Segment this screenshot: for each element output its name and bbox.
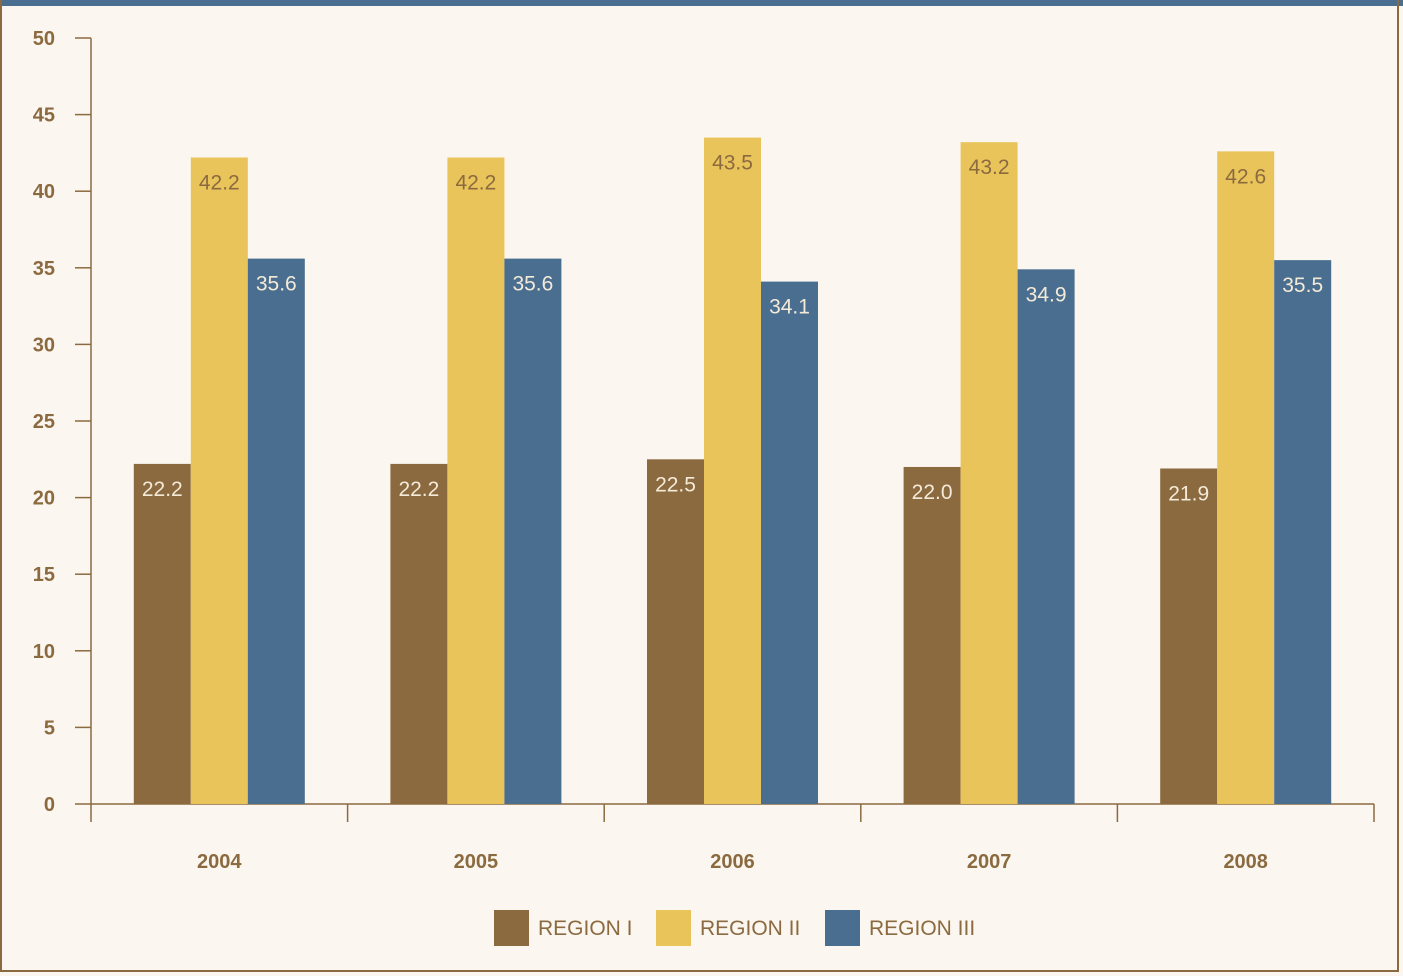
- bar-region-i-2006: [647, 459, 704, 804]
- data-label: 34.1: [769, 296, 810, 319]
- data-label: 42.2: [455, 171, 496, 194]
- y-tick-label: 0: [44, 794, 55, 816]
- x-tick-label: 2005: [454, 851, 499, 873]
- data-label: 35.6: [512, 273, 553, 296]
- y-tick-label: 15: [33, 564, 55, 586]
- bar-region-i-2005: [390, 463, 448, 804]
- x-tick-label: 2004: [197, 851, 242, 873]
- x-tick-label: 2006: [710, 851, 755, 873]
- bar-region-iii-2004: [247, 258, 305, 804]
- data-label: 22.0: [912, 481, 953, 504]
- data-label: 34.9: [1026, 283, 1067, 306]
- data-label: 42.2: [199, 171, 240, 194]
- legend-label: REGION III: [869, 917, 975, 940]
- bar-region-ii-2008: [1217, 151, 1275, 805]
- y-tick-label: 10: [33, 641, 55, 663]
- bar-region-i-2007: [903, 466, 961, 804]
- data-label: 35.5: [1282, 274, 1323, 297]
- legend-swatch: [656, 910, 691, 946]
- y-tick-label: 45: [33, 105, 55, 127]
- data-label: 22.2: [398, 478, 439, 501]
- x-tick-label: 2007: [967, 851, 1012, 873]
- legend-label: REGION II: [700, 917, 800, 940]
- y-tick-label: 30: [33, 334, 55, 356]
- bar-region-iii-2007: [1017, 269, 1075, 804]
- y-tick-label: 40: [33, 181, 55, 203]
- data-label: 22.5: [655, 473, 696, 496]
- data-label: 42.6: [1225, 165, 1266, 188]
- x-tick-label: 2008: [1223, 851, 1268, 873]
- y-tick-label: 35: [33, 258, 55, 280]
- data-label: 22.2: [142, 478, 183, 501]
- y-tick-label: 50: [33, 28, 55, 50]
- bar-region-iii-2005: [504, 258, 562, 804]
- data-label: 43.5: [712, 152, 753, 175]
- bar-region-i-2008: [1160, 468, 1218, 804]
- data-label: 21.9: [1168, 482, 1209, 505]
- bar-region-ii-2006: [704, 137, 761, 804]
- bar-region-ii-2005: [447, 157, 505, 805]
- legend-swatch: [825, 910, 860, 946]
- bar-region-i-2004: [133, 463, 191, 804]
- legend-label: REGION I: [538, 917, 633, 940]
- bar-region-ii-2007: [960, 142, 1018, 804]
- y-tick-label: 5: [44, 717, 55, 739]
- legend-swatch: [494, 910, 529, 946]
- data-label: 43.2: [969, 156, 1010, 179]
- bar-region-ii-2004: [190, 157, 248, 805]
- bar-region-iii-2006: [761, 281, 818, 804]
- bar-region-iii-2008: [1274, 260, 1332, 804]
- y-tick-label: 20: [33, 488, 55, 510]
- y-tick-label: 25: [33, 411, 55, 433]
- data-label: 35.6: [256, 273, 297, 296]
- top-accent-bar: [0, 0, 1403, 6]
